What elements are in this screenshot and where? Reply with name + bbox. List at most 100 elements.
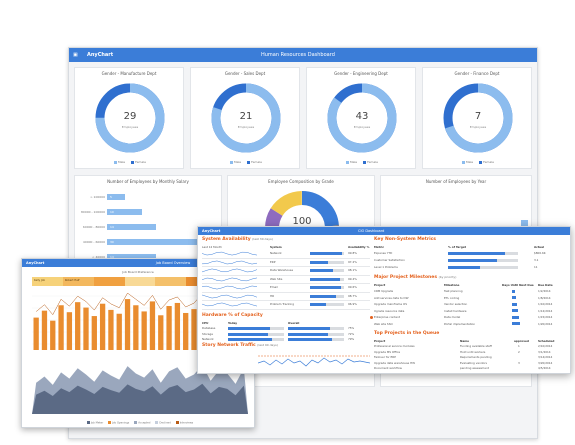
legend-female: Female: [131, 160, 146, 164]
row-divider: [202, 257, 370, 259]
capacity-overall-fill: [288, 327, 330, 330]
queue-approved: 1: [518, 344, 520, 348]
legend-male: Male: [346, 160, 357, 164]
metric-bar: [448, 266, 518, 269]
row-divider: [202, 300, 370, 301]
traffic-heading-text: Story Network Traffic: [202, 343, 256, 348]
grade-chart-title: Employee Composition by Grade: [268, 179, 334, 184]
cio-title-bar: AnyChart CIO Dashboard: [198, 227, 570, 235]
heatmap-cell: Robert Half: [62, 277, 94, 286]
milestone-name: Vendor selection: [444, 302, 468, 306]
availability-bar-fill: [310, 269, 333, 272]
gender-donut: [327, 83, 397, 153]
milestones-sub: (by priority): [438, 275, 457, 279]
job-board-chart: [32, 292, 248, 414]
availability-sub: Last 12 Month: [202, 245, 222, 249]
capacity-today-bar: [228, 332, 284, 336]
queue-heading: Top Projects in the Queue: [374, 331, 440, 336]
availability-period: (last 30 days): [252, 237, 273, 241]
row-divider: [202, 274, 370, 276]
queue-scheduled: 4/5/2014: [538, 366, 551, 370]
availability-bar: [310, 303, 344, 306]
legend-male: Male: [230, 160, 241, 164]
milestone-days-bar: [512, 289, 515, 293]
availability-bar-fill: [310, 303, 327, 306]
milestone-project: Web site SSO: [374, 321, 393, 326]
gender-card-value: 29: [123, 111, 137, 122]
gender-card-value: 7: [474, 111, 482, 122]
gender-card-sub: Employees: [121, 125, 139, 129]
availability-sparkline: [202, 260, 258, 264]
milestone-alert-dot: [370, 315, 373, 319]
milestone-name: Install hardware: [444, 308, 467, 313]
male-slice: [327, 83, 397, 153]
gender-donut: [211, 83, 281, 153]
job-board-title: Job Board Overview: [155, 261, 191, 265]
year-chart-title: Number of Employees by Year: [425, 179, 487, 184]
legend-female: Female: [479, 160, 494, 164]
milestone-project: CRM Upgrade: [374, 289, 394, 293]
gender-card: Gender - Engineering Dept 43 Employees Male…: [306, 67, 416, 169]
metric-actual: 11: [534, 265, 538, 269]
availability-system-name: Problem Tracking: [270, 302, 294, 306]
availability-col-system: System: [270, 245, 282, 249]
job-bar: [133, 305, 139, 350]
capacity-col-header: CPU: [202, 321, 209, 325]
availability-bar-fill: [310, 260, 328, 264]
cio-brand: AnyChart: [202, 229, 221, 233]
job-legend-item: Interviews: [175, 420, 193, 424]
job-bar: [41, 310, 48, 350]
job-board-caption: Job Board Preference: [122, 270, 154, 274]
row-divider: [202, 266, 370, 267]
milestones-col-header: Milestone: [444, 283, 460, 287]
capacity-col-header: Overall: [288, 321, 300, 325]
job-legend-item: Job Meter: [86, 420, 103, 424]
capacity-overall-fill: [288, 332, 329, 336]
job-bar: [75, 302, 81, 350]
legend-male: Male: [462, 160, 473, 164]
job-bar: [108, 309, 114, 350]
capacity-pct: 72%: [348, 331, 355, 336]
availability-system-name: Email: [270, 285, 278, 289]
queue-scheduled: 3/14/2014: [538, 355, 553, 359]
capacity-name: Storage: [202, 331, 213, 336]
queue-name: Funding available staff: [460, 344, 492, 348]
availability-heading-text: System Availability: [202, 237, 251, 242]
salary-bar-value: 5: [110, 195, 112, 199]
gender-card: Gender - Finance Dept 7 Employees Male Femal…: [422, 67, 532, 169]
salary-bar-label: 40000 - 60000: [82, 240, 105, 244]
milestone-name: Test planning: [444, 289, 463, 293]
milestone-project: Ugrade resource data: [374, 308, 405, 313]
heatmap-cell: Kelly Job: [32, 277, 63, 286]
job-board-title-bar: AnyChart Job Board Overview: [22, 259, 254, 267]
gender-legend: Male Female: [307, 160, 417, 164]
capacity-overall-bar: [288, 332, 344, 336]
queue-col-header: Name: [460, 339, 470, 343]
queue-scheduled: 2/10/2014: [538, 344, 553, 348]
salary-bar: 14: [107, 224, 156, 230]
availability-bar: [310, 260, 344, 264]
gender-card-value: 43: [355, 111, 369, 122]
salary-bar: 10: [107, 209, 142, 215]
availability-sparkline: [202, 285, 258, 290]
job-bar: [158, 315, 164, 350]
milestone-days-bar: [512, 315, 519, 319]
gender-card-title: Gender - Manufacture Dept: [101, 71, 157, 76]
metrics-col-header: Metric: [374, 245, 385, 249]
gender-legend: Male Female: [423, 160, 533, 164]
metric-bar-fill: [448, 252, 506, 255]
metric-name: Expense YTD: [374, 251, 393, 255]
capacity-name: Network: [202, 337, 214, 341]
milestone-project: Enterprise content: [374, 315, 400, 319]
hr-dashboard-title: Human Resources Dashboard: [261, 52, 335, 58]
queue-col-header: Project: [374, 339, 386, 343]
availability-pct: 98.7%: [348, 293, 357, 298]
milestone-project: Upgrade mainframe OS: [374, 302, 407, 306]
availability-system-name: HR: [270, 293, 275, 298]
availability-pct: 99.6%: [348, 285, 357, 289]
gender-donut: [95, 83, 165, 153]
milestone-name: Data model: [444, 315, 461, 319]
availability-system-name: Data Warehouse: [270, 268, 294, 272]
availability-heading: System Availability (last 30 days): [202, 237, 273, 242]
gender-legend: Male Female: [191, 160, 301, 164]
